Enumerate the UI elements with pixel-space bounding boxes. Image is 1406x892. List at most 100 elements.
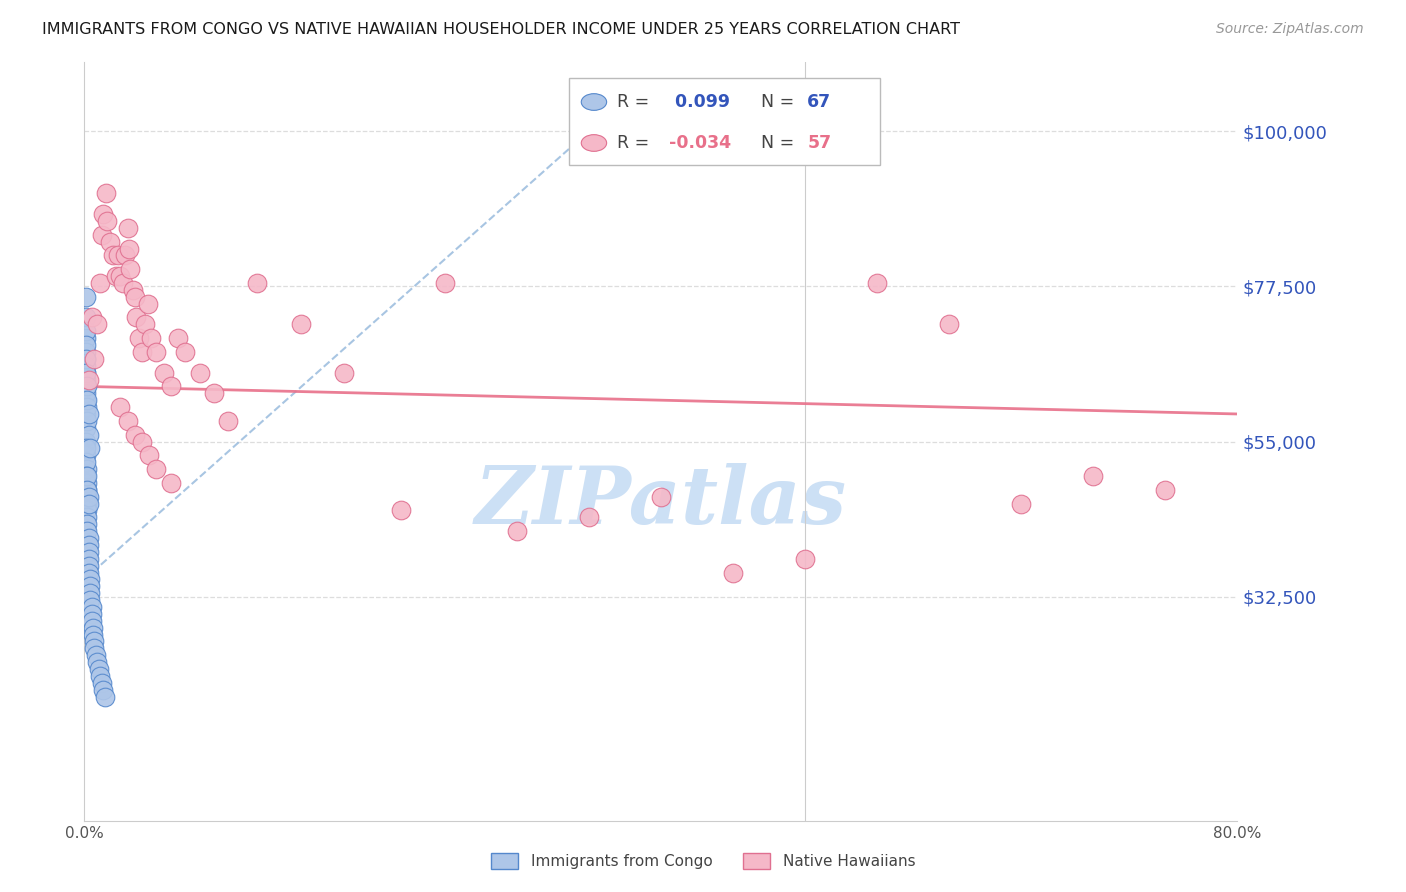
Point [114, 248, 136, 262]
Point [77, 538, 100, 552]
Point [103, 248, 124, 262]
Point [90, 675, 112, 690]
Point [80, 310, 103, 325]
Point [136, 296, 159, 310]
Point [131, 345, 153, 359]
Point [152, 366, 174, 380]
Point [134, 318, 156, 332]
Point [866, 276, 889, 290]
Point [128, 331, 150, 345]
Point [79, 593, 101, 607]
Point [76, 510, 98, 524]
Point [75, 372, 97, 386]
Point [76, 393, 98, 408]
Text: N =: N = [749, 134, 800, 152]
Point [107, 248, 129, 262]
Point [117, 220, 139, 235]
Legend: Immigrants from Congo, Native Hawaiians: Immigrants from Congo, Native Hawaiians [485, 847, 921, 875]
Point [80, 607, 103, 621]
Text: ZIPatlas: ZIPatlas [475, 464, 846, 541]
Point [246, 276, 269, 290]
Point [83, 634, 105, 648]
Point [117, 414, 139, 428]
Point [76, 462, 98, 476]
Point [145, 462, 167, 476]
Point [76, 483, 98, 497]
Point [138, 448, 160, 462]
Point [118, 242, 141, 256]
Point [80, 614, 103, 628]
Point [145, 345, 167, 359]
Point [75, 310, 97, 325]
Point [79, 442, 101, 456]
Point [125, 310, 148, 325]
Point [77, 490, 100, 504]
Point [75, 434, 97, 449]
Point [79, 586, 101, 600]
Point [76, 503, 98, 517]
Point [202, 386, 225, 401]
Point [120, 262, 142, 277]
Point [91, 207, 114, 221]
Point [93, 690, 115, 704]
Point [76, 414, 98, 428]
Point [76, 475, 98, 490]
Point [77, 551, 100, 566]
Point [938, 318, 960, 332]
Point [76, 400, 98, 414]
Point [75, 455, 97, 469]
Point [83, 351, 105, 366]
Text: 57: 57 [807, 134, 831, 152]
Point [112, 276, 135, 290]
Point [160, 379, 183, 393]
Point [79, 573, 101, 587]
Point [167, 331, 190, 345]
Point [76, 379, 98, 393]
Point [1083, 469, 1105, 483]
Text: IMMIGRANTS FROM CONGO VS NATIVE HAWAIIAN HOUSEHOLDER INCOME UNDER 25 YEARS CORRE: IMMIGRANTS FROM CONGO VS NATIVE HAWAIIAN… [42, 22, 960, 37]
Point [89, 669, 111, 683]
Point [1154, 483, 1177, 497]
Text: 67: 67 [807, 93, 831, 111]
FancyBboxPatch shape [568, 78, 880, 165]
Point [122, 283, 145, 297]
Point [139, 331, 162, 345]
Point [77, 497, 100, 511]
Point [82, 627, 104, 641]
Point [124, 290, 146, 304]
Point [75, 379, 97, 393]
Point [75, 448, 97, 462]
Point [84, 648, 107, 663]
Point [160, 475, 183, 490]
Point [174, 345, 197, 359]
Point [90, 227, 112, 242]
Point [82, 621, 104, 635]
Point [76, 497, 98, 511]
Point [91, 682, 114, 697]
Point [86, 318, 108, 332]
Point [83, 641, 105, 656]
Point [75, 421, 97, 435]
Point [75, 331, 97, 345]
Point [433, 276, 456, 290]
Point [794, 551, 817, 566]
Point [76, 517, 98, 532]
Point [333, 366, 356, 380]
Point [124, 427, 146, 442]
Point [578, 510, 600, 524]
Point [76, 524, 98, 538]
Point [75, 393, 97, 408]
Point [76, 469, 98, 483]
Point [77, 531, 100, 545]
Point [96, 214, 118, 228]
Point [87, 662, 110, 676]
Text: R =: R = [617, 93, 655, 111]
Point [110, 269, 132, 284]
Text: Source: ZipAtlas.com: Source: ZipAtlas.com [1216, 22, 1364, 37]
Point [94, 186, 117, 201]
Point [188, 366, 211, 380]
Text: N =: N = [749, 93, 800, 111]
Point [77, 427, 100, 442]
Point [76, 483, 98, 497]
Point [98, 235, 121, 249]
